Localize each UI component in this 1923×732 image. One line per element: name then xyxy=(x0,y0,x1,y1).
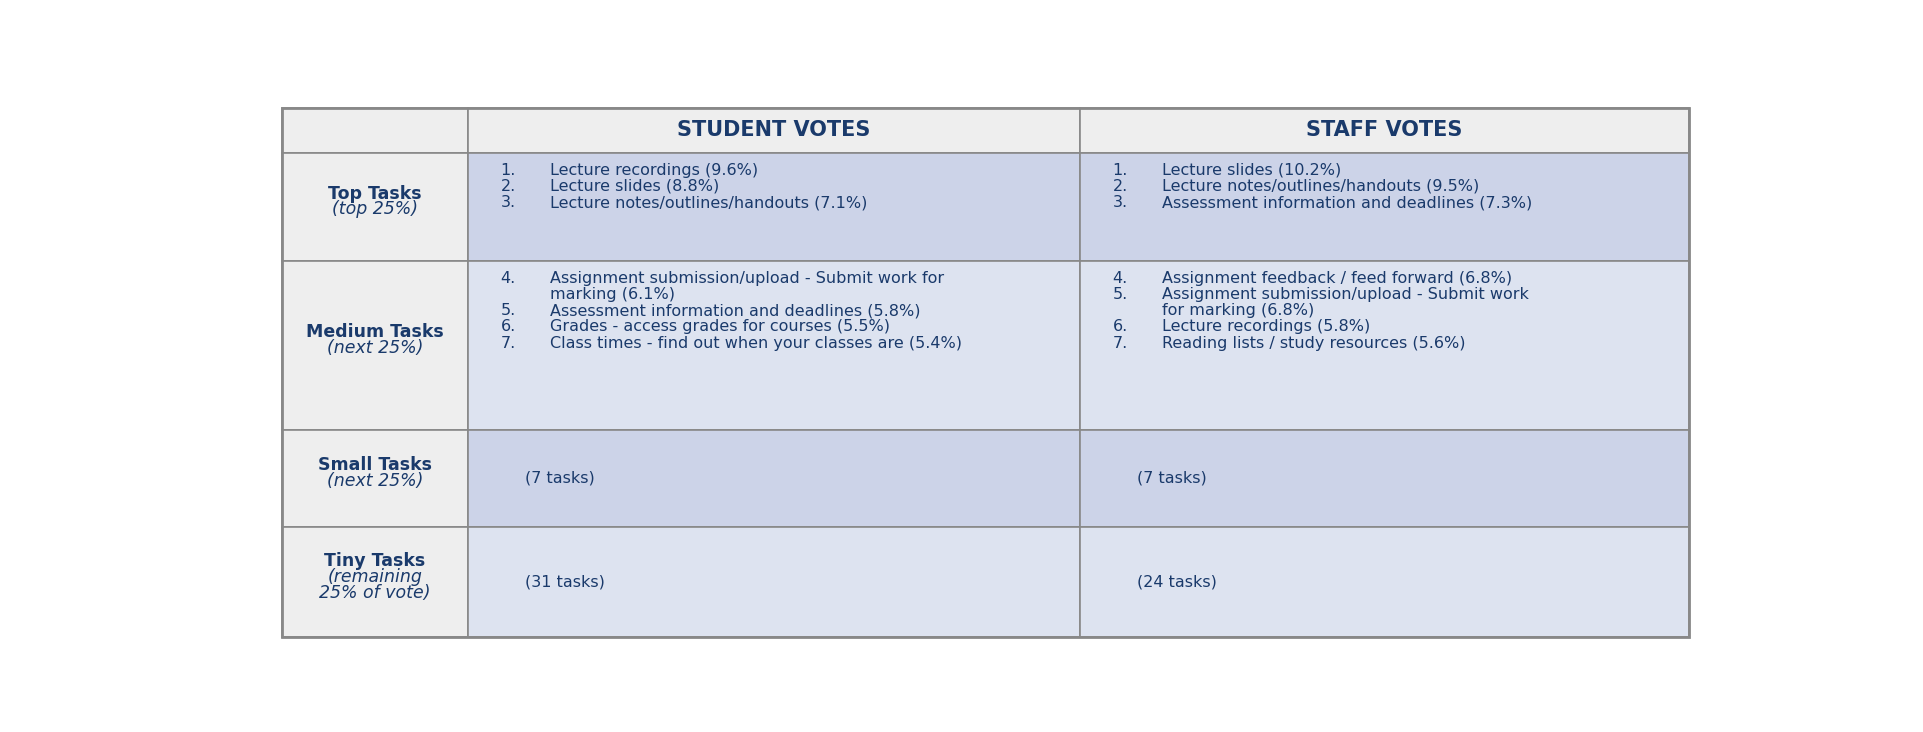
Text: 1.: 1. xyxy=(500,163,515,178)
Text: marking (6.1%): marking (6.1%) xyxy=(550,287,675,302)
Text: (remaining: (remaining xyxy=(327,568,423,586)
Bar xyxy=(467,108,1081,152)
Text: (top 25%): (top 25%) xyxy=(333,201,417,218)
Bar xyxy=(467,430,1081,526)
Bar xyxy=(467,152,1081,261)
Text: 5.: 5. xyxy=(500,303,515,318)
Text: Assignment submission/upload - Submit work for: Assignment submission/upload - Submit wo… xyxy=(550,271,944,285)
Text: 6.: 6. xyxy=(500,319,515,335)
Bar xyxy=(467,526,1081,638)
Bar xyxy=(283,108,467,152)
Text: Lecture notes/outlines/handouts (7.1%): Lecture notes/outlines/handouts (7.1%) xyxy=(550,195,867,210)
Bar xyxy=(1081,526,1688,638)
Text: 7.: 7. xyxy=(500,335,515,351)
Bar xyxy=(1081,108,1688,152)
Text: Top Tasks: Top Tasks xyxy=(329,184,421,203)
Text: 6.: 6. xyxy=(1113,319,1127,335)
Bar xyxy=(1081,430,1688,526)
Text: Small Tasks: Small Tasks xyxy=(317,456,433,474)
Bar xyxy=(283,526,467,638)
Text: 4.: 4. xyxy=(500,271,515,285)
Bar xyxy=(1081,261,1688,430)
Text: Assignment feedback / feed forward (6.8%): Assignment feedback / feed forward (6.8%… xyxy=(1161,271,1511,285)
Bar xyxy=(283,430,467,526)
Text: Medium Tasks: Medium Tasks xyxy=(306,324,444,341)
Text: (next 25%): (next 25%) xyxy=(327,472,423,490)
Text: Lecture recordings (5.8%): Lecture recordings (5.8%) xyxy=(1161,319,1369,335)
Text: Lecture recordings (9.6%): Lecture recordings (9.6%) xyxy=(550,163,758,178)
Text: Assessment information and deadlines (5.8%): Assessment information and deadlines (5.… xyxy=(550,303,921,318)
Bar xyxy=(1081,152,1688,261)
Text: (24 tasks): (24 tasks) xyxy=(1136,575,1217,589)
Text: Assignment submission/upload - Submit work: Assignment submission/upload - Submit wo… xyxy=(1161,287,1529,302)
Text: STUDENT VOTES: STUDENT VOTES xyxy=(677,120,871,140)
Bar xyxy=(283,152,467,261)
Text: Class times - find out when your classes are (5.4%): Class times - find out when your classes… xyxy=(550,335,962,351)
Text: (7 tasks): (7 tasks) xyxy=(1136,471,1208,485)
Text: 3.: 3. xyxy=(500,195,515,210)
Text: 25% of vote): 25% of vote) xyxy=(319,583,431,602)
Text: (31 tasks): (31 tasks) xyxy=(525,575,606,589)
Text: Grades - access grades for courses (5.5%): Grades - access grades for courses (5.5%… xyxy=(550,319,890,335)
Text: 7.: 7. xyxy=(1113,335,1127,351)
Bar xyxy=(467,261,1081,430)
Text: Tiny Tasks: Tiny Tasks xyxy=(325,553,425,570)
Text: 2.: 2. xyxy=(1113,179,1127,194)
Text: Reading lists / study resources (5.6%): Reading lists / study resources (5.6%) xyxy=(1161,335,1465,351)
Text: (7 tasks): (7 tasks) xyxy=(525,471,594,485)
Text: 3.: 3. xyxy=(1113,195,1127,210)
Text: Lecture slides (8.8%): Lecture slides (8.8%) xyxy=(550,179,719,194)
Text: 4.: 4. xyxy=(1113,271,1127,285)
Text: Assessment information and deadlines (7.3%): Assessment information and deadlines (7.… xyxy=(1161,195,1533,210)
Text: 1.: 1. xyxy=(1113,163,1129,178)
Text: Lecture notes/outlines/handouts (9.5%): Lecture notes/outlines/handouts (9.5%) xyxy=(1161,179,1479,194)
Text: STAFF VOTES: STAFF VOTES xyxy=(1306,120,1463,140)
Text: for marking (6.8%): for marking (6.8%) xyxy=(1161,303,1313,318)
Text: 5.: 5. xyxy=(1113,287,1127,302)
Text: 2.: 2. xyxy=(500,179,515,194)
Bar xyxy=(283,261,467,430)
Text: (next 25%): (next 25%) xyxy=(327,339,423,357)
Text: Lecture slides (10.2%): Lecture slides (10.2%) xyxy=(1161,163,1340,178)
